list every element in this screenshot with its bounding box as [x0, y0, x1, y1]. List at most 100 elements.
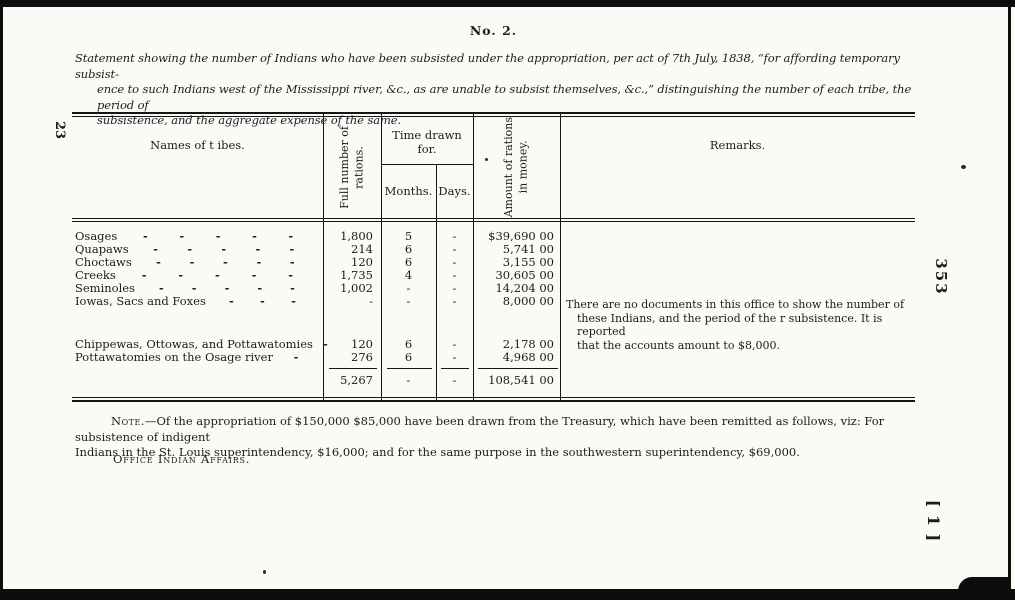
header-full-rations-label: Full number of rations.: [337, 126, 365, 209]
ink-speck: [961, 165, 966, 169]
header-remarks: Remarks.: [709, 138, 766, 152]
page-corner-curve: [958, 577, 1008, 591]
days-value: -: [452, 281, 457, 295]
column-line: [381, 112, 382, 400]
leader-dashes: -: [322, 337, 328, 351]
column-line: [436, 164, 437, 400]
table-row: Osages - - - - - 1,800 5 - $39,690 00: [72, 230, 560, 243]
note-label: Note.: [111, 414, 145, 428]
rations-value: 120: [351, 255, 373, 269]
rations-value: 1,800: [340, 229, 373, 243]
scan-edge-left: [0, 0, 3, 600]
office-line: Office Indian Affairs.: [113, 452, 251, 466]
total-amount: 108,541 00: [488, 373, 554, 387]
table-rule-bottom-inner: [72, 397, 915, 398]
totals-rule-days: [441, 368, 469, 369]
days-value: -: [452, 268, 457, 282]
table-row: Pottawatomies on the Osage river - 276 6 …: [72, 351, 560, 364]
note-line: —Of the appropriation of $150,000 $85,00…: [75, 414, 885, 444]
amount-value: $39,690 00: [488, 229, 554, 243]
totals-rule-rations: [329, 368, 377, 369]
tribe-name: Choctaws: [75, 255, 132, 269]
rations-value: -: [369, 294, 373, 308]
header-names-of-tribes: Names of t ibes.: [150, 138, 245, 152]
header-rule: [72, 218, 915, 219]
table-row: Quapaws - - - - - 214 6 - 5,741 00: [72, 243, 560, 256]
months-value: 6: [404, 242, 413, 256]
time-drawn-underline: [381, 164, 473, 165]
rations-value: 1,002: [340, 281, 373, 295]
table-row: Creeks - - - - - 1,735 4 - 30,605 00: [72, 269, 560, 282]
statement-line: Statement showing the number of Indians …: [75, 51, 900, 81]
table-row: Chippewas, Ottowas, and Pottawatomies - 1…: [72, 338, 560, 351]
leader-dashes: -: [293, 350, 299, 364]
tribe-name: Quapaws: [75, 242, 129, 256]
remarks-line: There are no documents in this office to…: [566, 298, 905, 311]
leader-dashes: ---: [228, 294, 296, 308]
table-row: Seminoles - - - - - 1,002 - - 14,204 00: [72, 282, 560, 295]
page-number-right: 353: [932, 258, 950, 296]
scan-edge-top: [0, 0, 1015, 7]
tribe-name: Creeks: [75, 268, 116, 282]
rations-value: 1,735: [340, 268, 373, 282]
tribe-name: Chippewas, Ottowas, and Pottawatomies: [75, 337, 313, 351]
tribe-name: Iowas, Sacs and Foxes: [75, 294, 206, 308]
table-rule-top-inner: [72, 116, 915, 117]
remarks-line: that the accounts amount to $8,000.: [577, 338, 780, 352]
scan-edge-bottom: [0, 589, 1015, 600]
months-value: -: [406, 281, 411, 295]
months-value: 6: [404, 337, 413, 351]
leader-dashes: -----: [156, 255, 295, 269]
ink-dot: [485, 158, 488, 161]
leader-dashes: -----: [141, 268, 294, 282]
amount-value: 5,741 00: [502, 242, 554, 256]
amount-value: 14,204 00: [495, 281, 554, 295]
amount-value: 4,968 00: [502, 350, 554, 364]
header-rule-inner: [72, 221, 915, 222]
ink-speck: [263, 570, 266, 574]
remarks-line: these Indians, and the period of the r s…: [577, 311, 883, 339]
header-days: Days.: [438, 184, 471, 198]
scan-edge-right: [1008, 0, 1011, 600]
leader-dashes: -----: [158, 281, 295, 295]
bracket-page-number: [ 1 ]: [924, 499, 944, 543]
total-months: -: [406, 373, 411, 387]
months-value: -: [406, 294, 411, 308]
rations-value: 214: [351, 242, 373, 256]
days-value: -: [452, 242, 457, 256]
days-value: -: [452, 337, 457, 351]
statement-line: ence to such Indians west of the Mississ…: [97, 82, 912, 112]
statement-caption: Statement showing the number of Indians …: [75, 51, 927, 129]
total-rations: 5,267: [340, 373, 373, 387]
months-value: 6: [404, 350, 413, 364]
table-rule-bottom: [72, 400, 915, 402]
header-months: Months.: [384, 184, 433, 198]
days-value: -: [452, 255, 457, 269]
months-value: 6: [404, 255, 413, 269]
months-value: 4: [404, 268, 413, 282]
totals-rule-amount: [478, 368, 558, 369]
table-row: Choctaws - - - - - 120 6 - 3,155 00: [72, 256, 560, 269]
header-time-drawn-for: Time drawn for.: [392, 128, 462, 156]
table-totals-row: 5,267 - - 108,541 00: [72, 374, 560, 387]
days-value: -: [452, 350, 457, 364]
header-amount-label: Amount of rations in money.: [502, 117, 530, 218]
table-rule-top: [72, 112, 915, 114]
page-number-left: 23: [52, 120, 68, 140]
amount-value: 3,155 00: [502, 255, 554, 269]
footnote: Note.—Of the appropriation of $150,000 $…: [75, 414, 927, 461]
tribe-name: Osages: [75, 229, 118, 243]
amount-value: 2,178 00: [502, 337, 554, 351]
rations-value: 120: [351, 337, 373, 351]
days-value: -: [452, 229, 457, 243]
tribe-name: Pottawatomies on the Osage river: [75, 350, 273, 364]
leader-dashes: -----: [153, 242, 295, 256]
rations-value: 276: [351, 350, 373, 364]
header-full-rations: Full number of rations.: [323, 117, 381, 218]
table-row: Iowas, Sacs and Foxes - - - - - - 8,000 00: [72, 295, 560, 308]
leader-dashes: -----: [143, 229, 294, 243]
header-amount: Amount of rations in money.: [473, 117, 560, 218]
amount-value: 30,605 00: [495, 268, 554, 282]
months-value: 5: [404, 229, 413, 243]
